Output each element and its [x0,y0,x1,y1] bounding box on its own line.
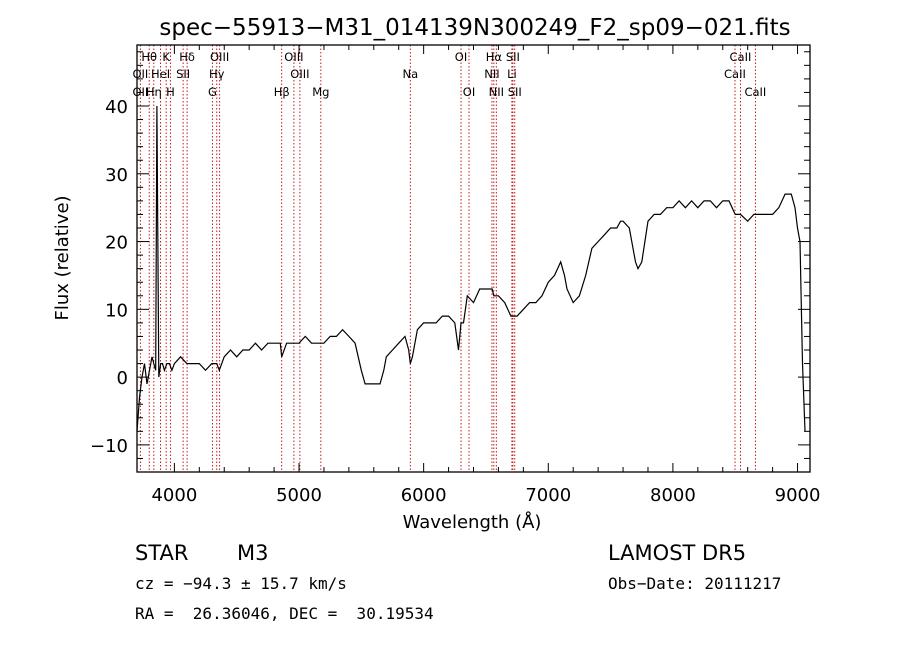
line-label: Hη [146,85,162,99]
redshift-velocity: cz = −94.3 ± 15.7 km/s [135,574,347,593]
line-label: NII [489,85,504,99]
axis-ticks: 4000 5000 6000 7000 8000 9000 −10 0 10 20 30 40 [90,45,820,506]
line-label: OIII [210,50,229,64]
spectrum-series-line [136,105,806,432]
line-label: Li [507,67,517,81]
line-label: K [162,50,170,64]
x-tick-label: 7000 [525,485,571,506]
survey-name: LAMOST DR5 [608,541,747,565]
line-label: HeI [151,67,170,81]
y-tick-label: 0 [117,368,128,389]
line-label: CaII [730,50,752,64]
chart-title: spec−55913−M31_014139N300249_F2_sp09−021… [159,15,790,41]
y-tick-label: 10 [105,300,128,321]
line-label: Hδ [179,50,195,64]
y-tick-label: 30 [105,165,128,186]
line-label: OIII [284,50,303,64]
x-axis-label: Wavelength (Å) [403,511,542,533]
emission-line-markers [139,45,756,472]
y-axis-label: Flux (relative) [52,195,73,320]
line-label: SII [506,50,520,64]
object-class: STAR [135,541,189,565]
line-label: OI [463,85,475,99]
line-label: Mg [312,85,329,99]
y-tick-label: 20 [105,233,128,254]
line-label: Na [402,67,418,81]
line-label: OI [455,50,467,64]
plot-frame [136,44,811,473]
line-label: NII [484,67,499,81]
sky-coordinates: RA = 26.36046, DEC = 30.19534 [135,604,434,623]
x-tick-label: 4000 [151,485,197,506]
line-label: SII [176,67,190,81]
line-label: SII [508,85,522,99]
y-tick-label: −10 [90,436,128,457]
line-label: G [208,85,217,99]
line-label: CaII [724,67,746,81]
line-label: OIII [290,67,309,81]
x-tick-label: 6000 [401,485,447,506]
x-tick-label: 8000 [650,485,696,506]
line-label: Hγ [209,67,225,81]
observation-date: Obs−Date: 20111217 [608,574,782,593]
x-tick-label: 9000 [775,485,821,506]
line-label: Hβ [274,85,290,99]
line-label: Hα [486,50,503,64]
y-tick-label: 40 [105,97,128,118]
line-label: Hθ [141,50,157,64]
x-tick-label: 5000 [276,485,322,506]
object-subclass: M3 [237,541,269,565]
line-label: H [166,85,175,99]
line-label: CaII [744,85,766,99]
